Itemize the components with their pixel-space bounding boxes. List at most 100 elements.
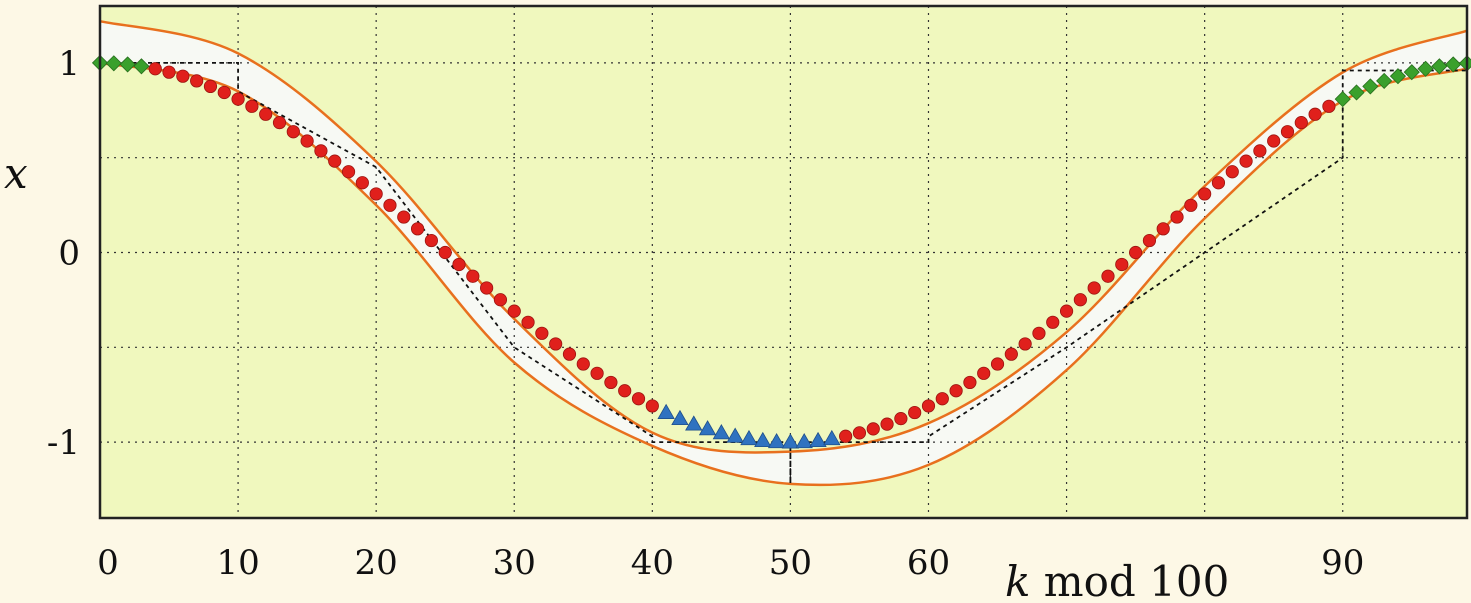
red-circle-point [1239,154,1253,168]
plot-frame [98,4,1469,520]
red-circle-point [410,222,425,236]
red-circle-point [148,62,162,76]
staircase-line [100,61,1467,484]
red-circle-point [383,198,397,212]
red-circle-point [314,144,328,158]
red-circle-point [1322,99,1336,113]
red-circle-point [1294,116,1308,130]
red-circle-point [466,269,480,283]
red-circle-point [424,233,438,248]
x-tick-label: 10 [216,543,259,583]
red-circle-point [355,176,369,190]
red-circle-point [521,315,535,329]
red-circle-point [866,422,880,436]
blue-triangle-point [767,432,786,449]
red-circle-point [562,347,577,361]
x-tick-label: 40 [631,543,674,583]
red-circle-point [272,116,287,130]
red-circle-point [1184,198,1198,212]
red-circle-point [1170,210,1184,224]
red-circle-point [576,357,590,371]
red-circle-point [880,417,894,431]
x-tick-label: 50 [769,543,812,583]
blue-triangle-point [740,429,758,446]
red-circle-point [231,92,245,106]
red-circle-point [935,392,949,406]
red-circle-point [645,399,659,413]
red-circle-point [286,125,300,139]
red-circle-point [604,375,618,390]
red-circle-point [949,384,963,398]
red-circle-point [990,357,1005,371]
green-diamond-point [1376,72,1393,89]
green-diamond-point [105,55,122,72]
x-tick-labels: 0 10 20 30 40 50 60 90 [97,543,1364,583]
green-diamond-point [1431,58,1448,75]
red-circle-point [1115,257,1129,272]
y-tick-label: -1 [47,423,80,463]
envelope-upper-line [99,19,1468,454]
green-diamond-point [1403,64,1420,81]
red-circle-point [1004,347,1018,361]
blue-triangle-point [754,431,772,448]
red-circle-point [438,245,452,260]
red-circle-point [190,74,204,88]
red-circle-point [908,405,922,420]
blue-triangle-point [823,429,841,446]
red-circle-point [894,412,908,426]
blue-triangle-point [781,433,800,449]
blue-triangle-point [726,427,744,443]
x-axis-label: k mod 100 [1005,557,1229,603]
red-circle-point [1129,245,1143,260]
green-diamond-point [1362,78,1379,95]
green-diamond-point [1334,91,1351,108]
red-circle-point [1253,144,1267,158]
red-circle-point [203,79,218,94]
y-tick-labels: 1 0 -1 [47,44,80,463]
red-circle-point [1032,326,1046,340]
red-circle-point [162,65,176,79]
x-tick-label: 20 [355,543,398,583]
red-circle-point [452,257,466,272]
x-tick-label: 0 [97,543,119,583]
red-circle-point [369,187,383,201]
red-circle-point [1142,233,1157,248]
red-circle-point [1046,315,1060,329]
red-circle-point [1156,222,1170,236]
y-tick-label: 1 [58,44,80,84]
red-circle-point [217,85,231,100]
green-diamond-point [119,56,136,73]
x-axis-label-var: k [1005,557,1030,603]
red-circle-point [1267,134,1281,148]
x-tick-label: 60 [907,543,950,583]
red-circle-point [1280,125,1295,139]
red-circle-point [963,375,977,390]
red-circle-point [300,134,314,148]
red-circle-point [549,337,563,351]
blue-triangle-point [685,415,703,431]
red-circle-point [397,210,411,224]
red-circle-point [507,304,521,318]
green-diamond-point [1389,68,1407,85]
red-circle-point [1087,281,1101,295]
red-circle-point [535,326,549,340]
green-diamond-point [1348,84,1365,101]
envelope-band [100,21,1467,485]
red-circle-point [328,154,342,168]
red-circle-point [1073,293,1087,307]
blue-triangle-point [671,409,689,426]
green-diamond-point [1445,56,1462,73]
red-circle-point [259,107,273,121]
x-tick-label: 30 [493,543,536,583]
red-circle-point [493,293,508,307]
red-circle-point [245,99,259,113]
red-circle-point [1211,176,1226,190]
red-circle-point [631,392,646,406]
green-diamond-point [133,58,150,75]
red-circle-point [176,69,190,83]
red-circle-point [1059,304,1074,318]
red-circle-point [480,281,494,295]
red-circle-point [1018,337,1032,351]
green-diamond-point [1417,60,1434,77]
